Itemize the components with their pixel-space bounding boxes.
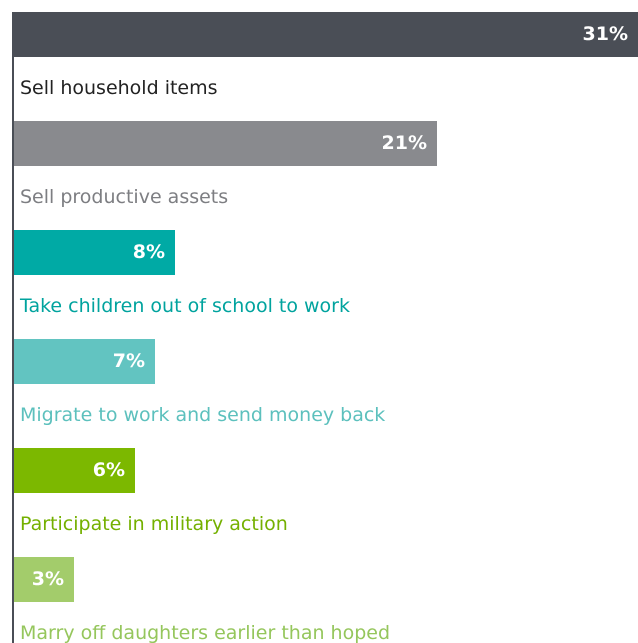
- category-label: Marry off daughters earlier than hoped: [20, 622, 391, 643]
- bar-4: 7%: [14, 339, 155, 384]
- bar-6: 3%: [14, 557, 74, 602]
- bar-2: 21%: [14, 121, 437, 166]
- bar-5: 6%: [14, 448, 135, 493]
- bar-value-label: 7%: [112, 350, 145, 372]
- category-label: Sell productive assets: [20, 186, 229, 208]
- bar-value-label: 6%: [92, 459, 125, 481]
- category-label: Participate in military action: [20, 513, 288, 535]
- category-axis-line: [12, 12, 14, 643]
- bar-1: 31%: [14, 12, 638, 57]
- category-label: Migrate to work and send money back: [20, 404, 386, 426]
- bar-value-label: 3%: [31, 568, 64, 590]
- category-label: Take children out of school to work: [20, 295, 350, 317]
- bar-3: 8%: [14, 230, 175, 275]
- bar-value-label: 21%: [381, 132, 427, 154]
- category-label: Sell household items: [20, 77, 218, 99]
- bar-value-label: 31%: [582, 23, 628, 45]
- bar-value-label: 8%: [132, 241, 165, 263]
